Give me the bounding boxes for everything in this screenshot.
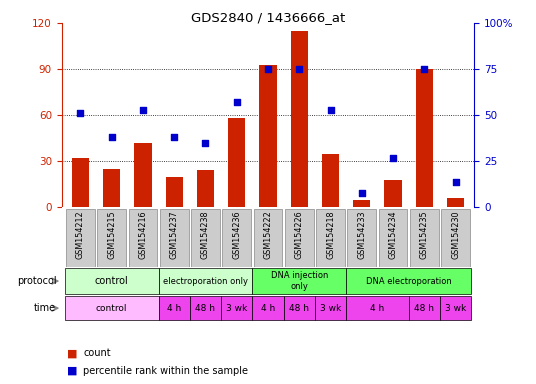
Text: GSM154238: GSM154238 (201, 211, 210, 259)
Text: GDS2840 / 1436666_at: GDS2840 / 1436666_at (191, 12, 345, 25)
Text: 3 wk: 3 wk (226, 304, 247, 313)
Text: time: time (34, 303, 56, 313)
FancyBboxPatch shape (159, 296, 190, 320)
Text: 4 h: 4 h (261, 304, 275, 313)
Text: GSM154212: GSM154212 (76, 211, 85, 259)
Text: ■: ■ (67, 348, 78, 358)
Bar (447, 198, 464, 207)
FancyBboxPatch shape (440, 296, 471, 320)
Point (233, 99, 241, 105)
FancyBboxPatch shape (409, 296, 440, 320)
Point (389, 154, 397, 161)
FancyBboxPatch shape (316, 209, 345, 288)
FancyBboxPatch shape (254, 209, 282, 288)
FancyBboxPatch shape (65, 296, 159, 320)
Text: GSM154226: GSM154226 (295, 211, 304, 259)
Text: control: control (95, 276, 129, 286)
FancyBboxPatch shape (347, 209, 376, 288)
Text: control: control (96, 304, 128, 313)
Text: GSM154216: GSM154216 (138, 211, 147, 259)
FancyBboxPatch shape (252, 296, 284, 320)
Point (295, 66, 303, 72)
Text: 48 h: 48 h (196, 304, 215, 313)
Text: protocol: protocol (17, 276, 56, 286)
Point (76, 110, 85, 116)
Text: GSM154234: GSM154234 (389, 211, 398, 259)
Text: count: count (83, 348, 111, 358)
FancyBboxPatch shape (252, 268, 346, 294)
FancyBboxPatch shape (315, 296, 346, 320)
Text: DNA electroporation: DNA electroporation (366, 276, 451, 286)
Text: 4 h: 4 h (167, 304, 181, 313)
FancyBboxPatch shape (285, 209, 314, 288)
Point (139, 107, 147, 113)
FancyBboxPatch shape (66, 209, 95, 288)
Bar (103, 169, 120, 207)
Point (326, 107, 335, 113)
Text: 3 wk: 3 wk (445, 304, 466, 313)
Bar (72, 158, 89, 207)
Text: GSM154233: GSM154233 (358, 211, 366, 259)
Text: GSM154235: GSM154235 (420, 211, 429, 259)
Point (451, 179, 460, 185)
Point (170, 134, 178, 141)
FancyBboxPatch shape (98, 209, 126, 288)
Text: GSM154222: GSM154222 (264, 211, 272, 260)
FancyBboxPatch shape (129, 209, 158, 288)
Bar (166, 177, 183, 207)
Bar (291, 31, 308, 207)
FancyBboxPatch shape (191, 209, 220, 288)
Point (420, 66, 429, 72)
FancyBboxPatch shape (190, 296, 221, 320)
Text: 4 h: 4 h (370, 304, 384, 313)
FancyBboxPatch shape (410, 209, 438, 288)
Text: electroporation only: electroporation only (163, 276, 248, 286)
Point (201, 140, 210, 146)
Text: 48 h: 48 h (289, 304, 309, 313)
Point (358, 190, 366, 196)
Bar (259, 65, 277, 207)
Text: GSM154236: GSM154236 (232, 211, 241, 259)
Text: GSM154215: GSM154215 (107, 211, 116, 259)
FancyBboxPatch shape (221, 296, 252, 320)
Text: GSM154230: GSM154230 (451, 211, 460, 259)
FancyBboxPatch shape (284, 296, 315, 320)
FancyBboxPatch shape (222, 209, 251, 288)
Text: 48 h: 48 h (414, 304, 434, 313)
Bar (322, 154, 339, 207)
FancyBboxPatch shape (346, 296, 409, 320)
Bar (384, 180, 401, 207)
FancyBboxPatch shape (160, 209, 189, 288)
Text: ■: ■ (67, 366, 78, 376)
Bar (135, 143, 152, 207)
Point (107, 134, 116, 141)
Bar (228, 118, 245, 207)
Text: DNA injection
only: DNA injection only (271, 271, 328, 291)
Text: 3 wk: 3 wk (320, 304, 341, 313)
Text: GSM154218: GSM154218 (326, 211, 335, 259)
Bar (353, 200, 370, 207)
FancyBboxPatch shape (346, 268, 471, 294)
FancyBboxPatch shape (378, 209, 407, 288)
FancyBboxPatch shape (441, 209, 470, 288)
FancyBboxPatch shape (159, 268, 252, 294)
Text: percentile rank within the sample: percentile rank within the sample (83, 366, 248, 376)
Bar (416, 69, 433, 207)
FancyBboxPatch shape (65, 268, 159, 294)
Bar (197, 170, 214, 207)
Text: GSM154237: GSM154237 (170, 211, 178, 259)
Point (264, 66, 272, 72)
